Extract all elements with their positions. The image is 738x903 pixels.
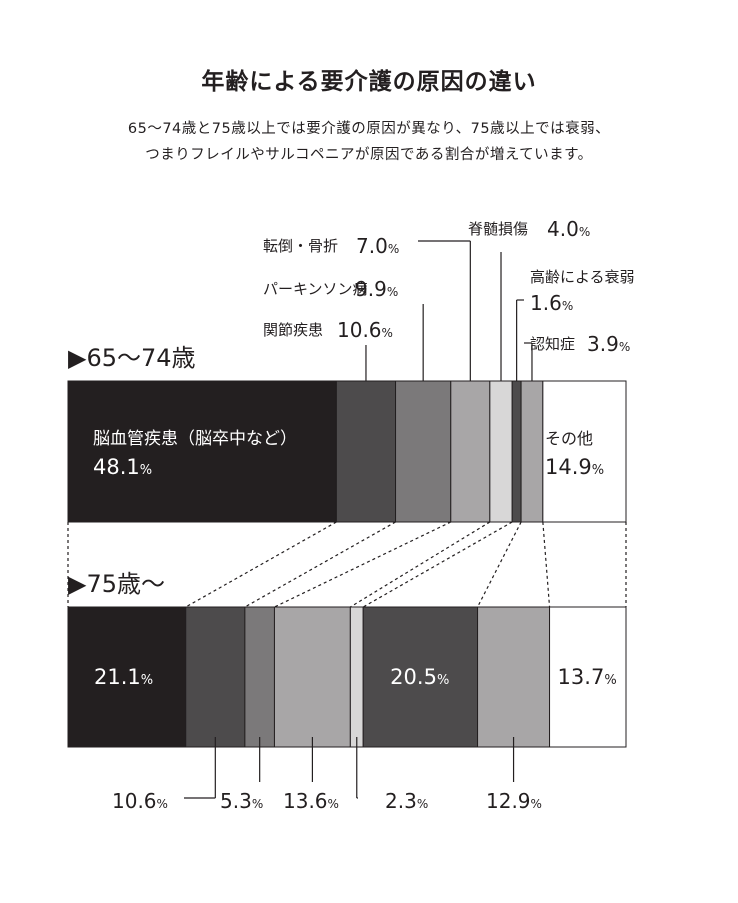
bar-segment-age75plus-2 (244, 606, 275, 748)
data-label-age75plus-4: 2.3% (385, 789, 428, 813)
category-label-7: その他 (545, 429, 593, 448)
bar-segment-age65-74-2 (395, 380, 452, 523)
data-label-age65-74-5: 1.6% (530, 291, 573, 315)
bar-segment-age65-74-3 (450, 380, 491, 523)
data-label-age75plus-0: 21.1% (94, 665, 153, 689)
bar-segment-age75plus-7 (549, 606, 627, 748)
data-label-age65-74-7: 14.9% (545, 455, 604, 479)
connector-line-5 (362, 521, 513, 608)
connector-line-3 (274, 521, 452, 608)
connector-line-6 (477, 521, 522, 608)
bar-segment-age65-74-0 (67, 380, 337, 523)
series-label-0: ▶65〜74歳 (68, 344, 196, 372)
data-label-age65-74-6: 3.9% (587, 332, 630, 356)
data-label-age65-74-0: 48.1% (93, 455, 152, 479)
bar-segment-age65-74-1 (335, 380, 397, 523)
data-label-age65-74-1: 10.6% (337, 318, 393, 342)
bar-segment-age65-74-6 (520, 380, 544, 523)
connector-line-4 (350, 521, 491, 608)
bar-segment-age65-74-4 (489, 380, 513, 523)
category-label-0: 脳血管疾患（脳卒中など） (93, 429, 297, 449)
data-label-age65-74-2: 9.9% (355, 277, 398, 301)
category-label-3: 転倒・骨折 (263, 237, 338, 255)
subtitle-line-1: 65〜74歳と75歳以上では要介護の原因が異なり、75歳以上では衰弱、 (127, 121, 611, 137)
category-label-4: 脊髄損傷 (468, 220, 528, 238)
bar-segment-age65-74-7 (542, 380, 627, 523)
bar-segment-age75plus-3 (273, 606, 351, 748)
bar-segment-age75plus-5 (362, 606, 479, 748)
data-label-age65-74-3: 7.0% (356, 234, 399, 258)
chart-title: 年齢による要介護の原因の違い (201, 69, 537, 95)
data-label-age65-74-4: 4.0% (547, 217, 590, 241)
connector-line-1 (185, 521, 337, 608)
data-label-age75plus-7: 13.7% (558, 665, 617, 689)
data-label-age75plus-5: 20.5% (390, 665, 449, 689)
connector-line-7 (542, 521, 551, 608)
bar-segment-age75plus-1 (185, 606, 246, 748)
category-label-1: 関節疾患 (263, 321, 323, 339)
data-label-age75plus-3: 13.6% (283, 789, 339, 813)
bar-segment-age75plus-4 (349, 606, 364, 748)
data-label-age75plus-2: 5.3% (220, 789, 263, 813)
series-label-1: ▶75歳〜 (68, 570, 165, 598)
bar-segment-age65-74-5 (511, 380, 522, 523)
category-label-2: パーキンソン病 (263, 280, 368, 298)
bar-segment-age75plus-0 (67, 606, 187, 748)
data-label-age75plus-6: 12.9% (486, 789, 542, 813)
category-label-6: 認知症 (530, 335, 575, 353)
bar-segment-age75plus-6 (477, 606, 551, 748)
subtitle-line-2: つまりフレイルやサルコペニアが原因である割合が増えています。 (145, 147, 593, 163)
data-label-age75plus-1: 10.6% (112, 789, 168, 813)
connector-line-2 (244, 521, 396, 608)
category-label-5: 高齢による衰弱 (530, 268, 635, 286)
